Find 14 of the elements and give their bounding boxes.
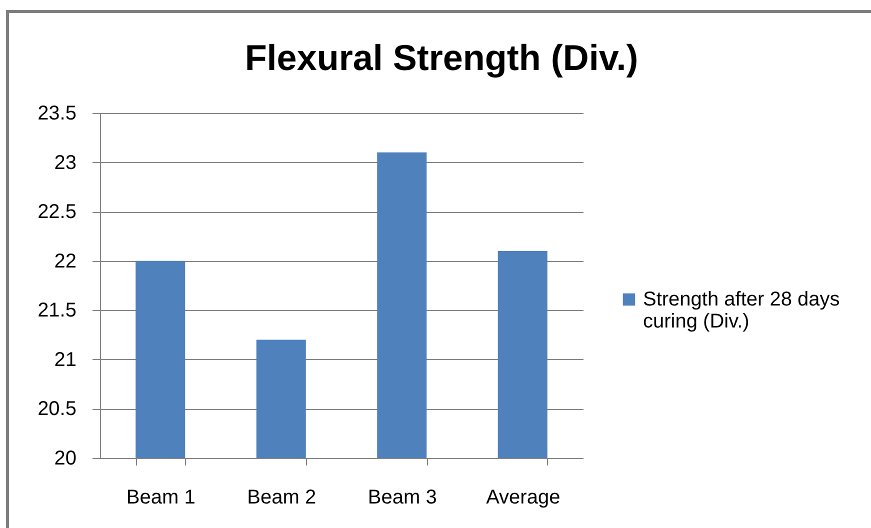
y-tick-label: 21.5	[38, 300, 76, 322]
x-tick-label: Beam 1	[126, 486, 196, 508]
y-tick-label: 23.5	[38, 102, 76, 124]
x-tick-label: Beam 3	[368, 486, 437, 508]
y-tick-label: 21	[54, 348, 76, 371]
y-tick-label: 20.5	[38, 398, 76, 420]
x-tick-label: Average	[486, 486, 560, 508]
y-tick-label: 22	[54, 250, 76, 272]
y-tick-label: 22.5	[38, 201, 76, 224]
y-tick-label: 23	[54, 152, 76, 174]
y-tick-label: 20	[54, 448, 76, 470]
legend-label: Strength after 28 days curing (Div.)	[643, 288, 840, 332]
chart-title: Flexural Strength (Div.)	[244, 37, 638, 78]
x-tick-label: Beam 2	[247, 486, 316, 508]
